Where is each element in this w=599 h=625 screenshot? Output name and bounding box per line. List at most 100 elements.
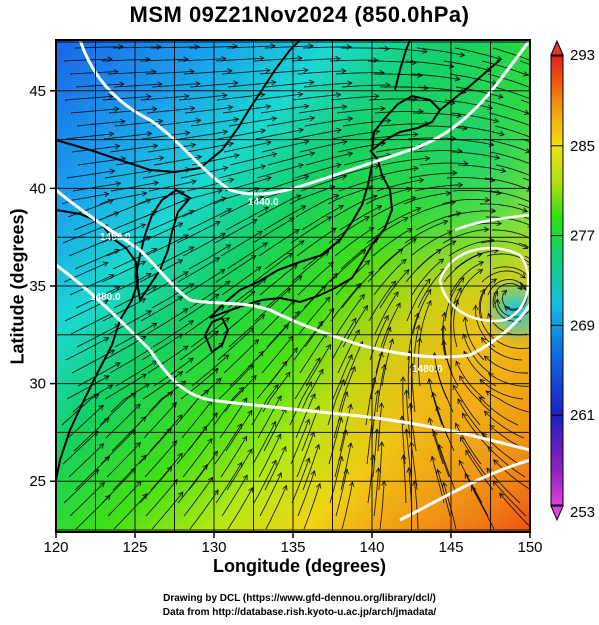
streamline (62, 430, 99, 465)
streamline (433, 431, 450, 478)
streamline-arrow (338, 204, 345, 210)
streamline-arrow (415, 324, 421, 331)
streamline-arrow (176, 414, 183, 420)
streamline (443, 340, 459, 387)
streamline-arrow (494, 298, 501, 304)
streamline-arrow (460, 436, 466, 442)
streamline-arrow (426, 299, 432, 306)
streamline-arrow (220, 232, 227, 238)
streamline-arrow (305, 457, 311, 464)
streamline-arrow (438, 258, 445, 264)
streamline (188, 45, 238, 49)
streamline-arrow (472, 304, 479, 311)
streamline (215, 462, 243, 504)
streamline (256, 164, 304, 179)
colorbar-bottom-arrow (550, 505, 564, 522)
streamline-arrow (477, 269, 484, 275)
streamline (252, 217, 295, 244)
streamline (222, 105, 271, 114)
streamline-arrow (183, 234, 190, 240)
streamline-arrow (341, 174, 348, 180)
streamline (180, 167, 228, 179)
streamline (465, 450, 494, 491)
streamline-arrow (336, 162, 342, 169)
streamline (413, 325, 420, 373)
streamline (214, 423, 242, 465)
streamline (62, 224, 108, 244)
streamline-arrow (454, 76, 461, 82)
streamline-arrow (105, 494, 111, 501)
streamline (177, 464, 208, 504)
streamline-arrow (350, 365, 356, 372)
streamline (65, 133, 114, 140)
contour-1480 (56, 263, 530, 452)
streamline-arrow (151, 322, 158, 328)
streamline (105, 199, 151, 218)
streamline-arrow (494, 154, 501, 160)
streamline-arrow (427, 417, 434, 423)
streamline-arrow (461, 333, 468, 340)
streamline-arrow (298, 163, 305, 169)
streamline (107, 273, 152, 296)
streamline (368, 98, 418, 101)
y-tick-label: 25 (29, 473, 46, 490)
streamline-arrow (534, 99, 539, 103)
streamline (371, 196, 416, 218)
streamline-arrow (416, 337, 423, 343)
streamline-arrow (478, 261, 485, 267)
streamline (372, 429, 378, 478)
streamline-arrow (216, 188, 223, 194)
streamline-arrow (317, 320, 324, 327)
streamline-arrow (248, 486, 254, 493)
streamline-arrow (303, 174, 310, 181)
streamline (452, 189, 501, 194)
streamline (481, 60, 528, 76)
streamline (99, 192, 147, 205)
streamline (479, 396, 519, 426)
streamline-arrow (333, 194, 340, 200)
streamline (402, 455, 407, 504)
contour-label: 1480.0 (90, 292, 121, 303)
streamline-arrow (141, 373, 147, 379)
streamline-arrow (141, 454, 147, 461)
credit-data: Data from http://database.rish.kyoto-u.a… (162, 607, 437, 618)
streamline (226, 448, 253, 491)
streamline-arrow (309, 151, 316, 157)
streamline (374, 291, 399, 335)
streamline-arrow (228, 177, 235, 184)
streamline-arrow (182, 308, 189, 314)
streamline (517, 203, 530, 209)
streamline-arrow (326, 216, 333, 222)
streamline (263, 205, 306, 231)
streamline (265, 275, 302, 309)
streamline (484, 177, 530, 191)
streamline-arrow (339, 378, 345, 385)
y-tick-label: 30 (29, 376, 46, 393)
streamline (528, 190, 530, 192)
streamline-arrow (452, 384, 458, 391)
streamline (462, 413, 493, 452)
streamline-arrow (182, 345, 189, 351)
contour-1460 (56, 188, 530, 359)
streamline (181, 400, 213, 439)
streamline (260, 299, 296, 335)
streamline (291, 58, 340, 62)
streamline (224, 375, 257, 413)
y-tick-label: 45 (29, 83, 46, 100)
contour-low-center (438, 246, 530, 323)
streamline-arrow (146, 131, 153, 137)
streamline (531, 269, 543, 312)
coastline-sakhalin (394, 40, 411, 91)
streamline-arrow (476, 252, 483, 258)
streamline-arrow (216, 377, 222, 384)
streamline-arrow (485, 390, 492, 396)
streamline-arrow (145, 198, 152, 204)
streamline-arrow (157, 118, 164, 125)
streamline-arrow (167, 391, 174, 397)
streamline-arrow (418, 177, 425, 184)
streamline-arrow (536, 177, 541, 181)
streamline-arrow (152, 143, 159, 149)
streamline (184, 106, 233, 114)
streamline-arrow (213, 367, 219, 374)
streamline (110, 383, 150, 413)
